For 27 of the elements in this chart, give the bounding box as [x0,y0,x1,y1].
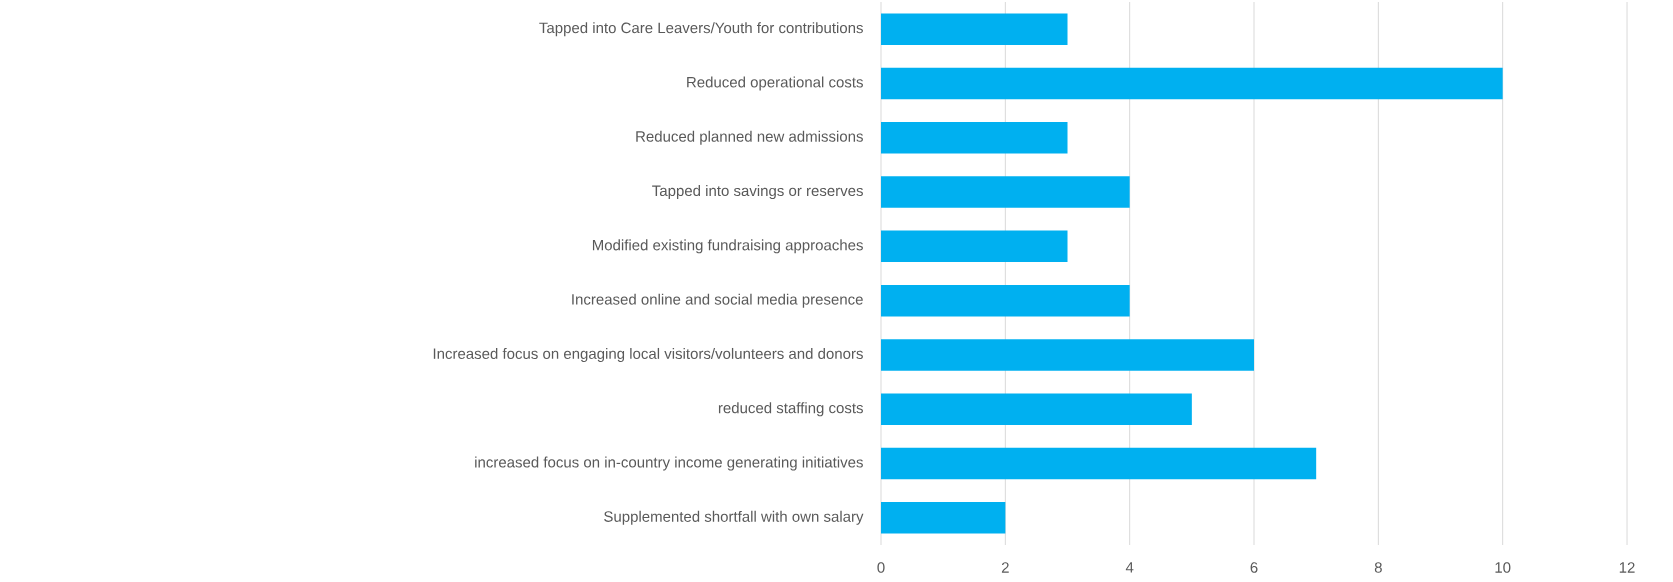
bar [881,122,1068,154]
bar [881,176,1130,208]
x-tick-label: 12 [1619,562,1635,573]
y-tick-label: reduced staffing costs [718,402,863,417]
x-tick-label: 0 [877,562,885,573]
bar [881,447,1317,480]
bar [881,339,1255,371]
x-tick-label: 6 [1250,562,1258,573]
y-tick-label: Modified existing fundraising approaches [592,239,863,254]
bar [881,393,1192,425]
bar [881,230,1068,263]
bar [881,284,1130,317]
bar [881,13,1068,45]
y-tick-label: Tapped into Care Leavers/Youth for contributions [539,22,863,37]
y-tick-label: Reduced planned new admissions [636,130,863,145]
x-tick-label: 10 [1495,562,1511,573]
x-tick-label: 8 [1374,562,1382,573]
x-tick-label: 4 [1125,562,1134,573]
y-tick-label: Supplemented shortfall with own salary [604,510,864,525]
y-tick-label: Reduced operational costs [687,76,863,91]
bar [881,67,1503,100]
y-tick-label: Increased focus on engaging local visitors/volunteers and donors [433,347,863,362]
x-tick-label: 2 [1001,562,1009,573]
bar [881,502,1006,534]
y-tick-label: increased focus on in-country income generating initiatives [475,456,863,471]
y-tick-label: Tapped into savings or reserves [652,185,863,200]
y-tick-label: Increased online and social media presence [572,293,863,308]
